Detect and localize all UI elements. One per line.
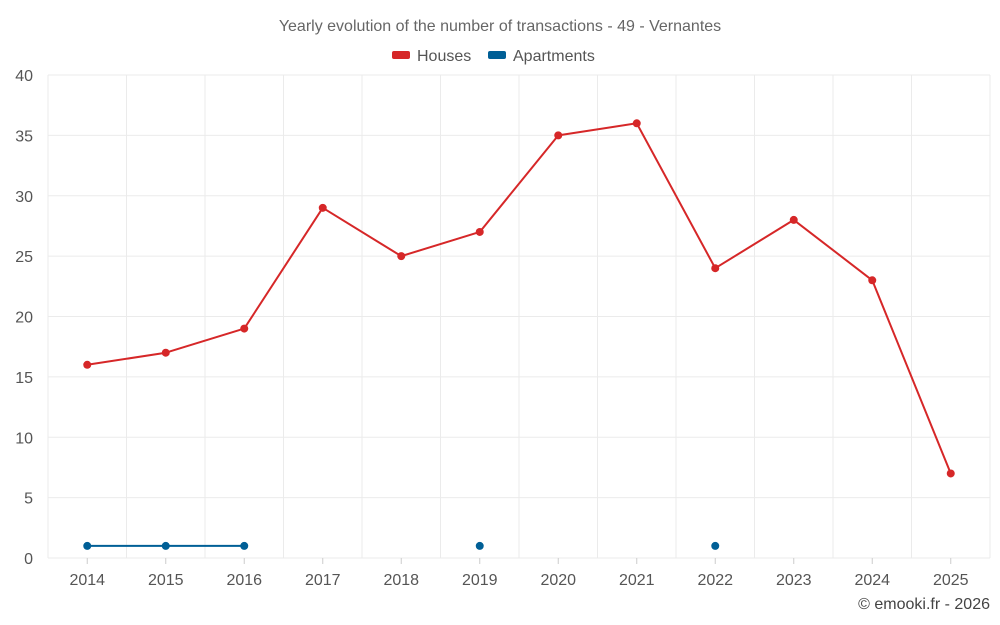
houses-point-2015[interactable]: [161, 348, 170, 357]
x-tick-label: 2023: [776, 572, 812, 589]
x-tick-label: 2016: [226, 572, 262, 589]
grid: [47, 74, 991, 559]
legend: Houses Apartments: [392, 48, 595, 65]
houses-point-2016[interactable]: [240, 324, 249, 333]
x-tick-label: 2014: [69, 572, 105, 589]
y-tick-label: 10: [15, 430, 33, 447]
x-tick-label: 2024: [854, 572, 890, 589]
y-tick-label: 0: [24, 551, 33, 568]
legend-label-houses[interactable]: Houses: [417, 48, 471, 65]
chart-title: Yearly evolution of the number of transa…: [279, 18, 721, 35]
apartments-point-2014[interactable]: [83, 541, 92, 550]
credit-text: © emooki.fr - 2026: [858, 596, 990, 613]
houses-point-2020[interactable]: [554, 131, 563, 140]
houses-point-2024[interactable]: [868, 276, 877, 285]
legend-label-apartments[interactable]: Apartments: [513, 48, 595, 65]
x-tick-label: 2021: [619, 572, 655, 589]
apartments-point-2022[interactable]: [711, 541, 720, 550]
legend-swatch-houses: [392, 51, 410, 59]
apartments-point-2015[interactable]: [161, 541, 170, 550]
x-tick-label: 2019: [462, 572, 498, 589]
y-tick-label: 15: [15, 370, 33, 387]
houses-point-2019[interactable]: [475, 227, 484, 236]
series: [83, 119, 955, 550]
x-tick-label: 2018: [383, 572, 419, 589]
x-tick-label: 2017: [305, 572, 341, 589]
y-tick-label: 40: [15, 68, 33, 85]
houses-point-2025[interactable]: [946, 469, 955, 478]
houses-point-2023[interactable]: [789, 215, 798, 224]
y-tick-label: 5: [24, 491, 33, 508]
x-tick-label: 2025: [933, 572, 969, 589]
x-tick-label: 2022: [697, 572, 733, 589]
houses-point-2018[interactable]: [397, 252, 406, 261]
apartments-point-2019[interactable]: [475, 541, 484, 550]
houses-point-2014[interactable]: [83, 360, 92, 369]
y-tick-label: 35: [15, 128, 33, 145]
y-tick-label: 20: [15, 310, 33, 327]
apartments-point-2016[interactable]: [240, 541, 249, 550]
x-tick-label: 2020: [540, 572, 576, 589]
houses-point-2021[interactable]: [632, 119, 641, 128]
houses-point-2022[interactable]: [711, 264, 720, 273]
y-tick-label: 25: [15, 249, 33, 266]
y-tick-label: 30: [15, 189, 33, 206]
legend-swatch-apartments: [488, 51, 506, 59]
houses-point-2017[interactable]: [318, 203, 327, 212]
houses-series-line: [87, 122, 952, 474]
x-tick-label: 2015: [148, 572, 184, 589]
